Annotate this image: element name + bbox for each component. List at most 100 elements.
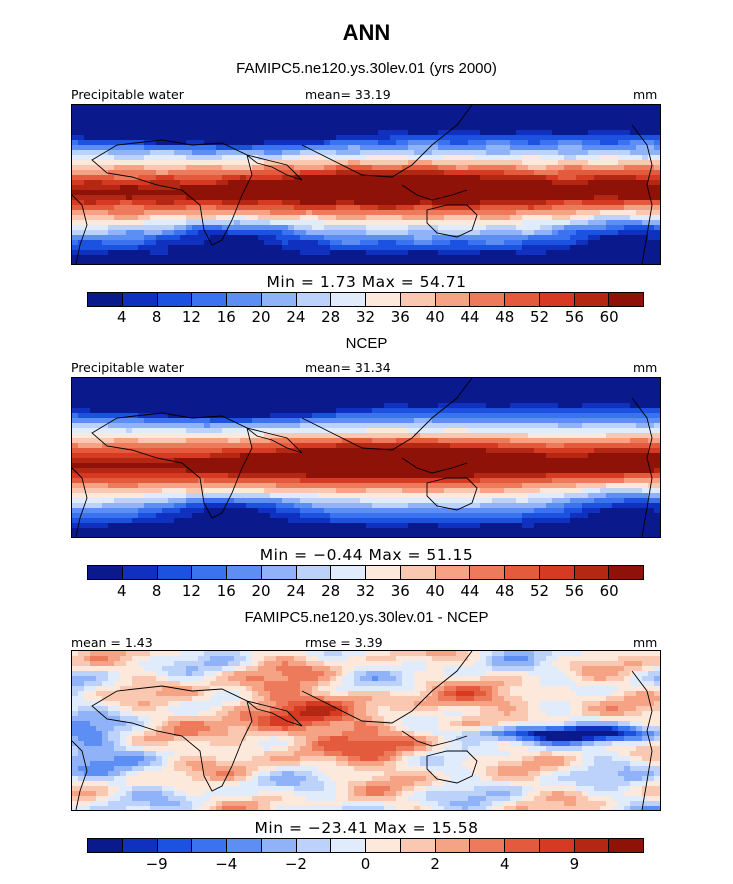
colorbar-tick-label: 32 [355, 582, 376, 600]
coastline [91, 412, 253, 519]
colorbar-swatch [574, 293, 610, 306]
colorbar-swatch [609, 566, 643, 579]
panel-3-map-field [72, 651, 660, 810]
coastline [246, 154, 303, 181]
colorbar-swatch [366, 293, 401, 306]
panel-1-subtitle: FAMIPC5.ne120.ys.30lev.01 (yrs 2000) [236, 60, 497, 77]
colorbar-swatch [296, 293, 332, 306]
coastline [246, 427, 303, 454]
colorbar-swatch [505, 566, 540, 579]
colorbar-swatch [505, 839, 540, 852]
coastline [91, 685, 253, 792]
colorbar-swatch [331, 293, 366, 306]
panel-1-minmax: Min = 1.73 Max = 54.71 [266, 273, 467, 291]
colorbar-tick-label: 4 [117, 582, 127, 600]
coastline [246, 700, 303, 727]
colorbar-swatch [296, 566, 332, 579]
colorbar-swatch [574, 566, 610, 579]
coastline [401, 730, 468, 747]
colorbar-swatch [400, 566, 436, 579]
colorbar-swatch [261, 566, 297, 579]
panel-2-units-label: mm [633, 360, 658, 375]
panel-2-map-field [72, 378, 660, 537]
colorbar-swatch [400, 839, 436, 852]
colorbar-swatch [366, 839, 401, 852]
colorbar-tick-label: 36 [390, 582, 410, 600]
colorbar-tick-label: 16 [216, 308, 236, 326]
panel-3-colorbar [87, 838, 644, 853]
colorbar-swatch [157, 566, 193, 579]
coastline [426, 750, 478, 784]
colorbar-tick-label: 56 [564, 582, 584, 600]
coastline [631, 670, 653, 810]
colorbar-swatch [574, 839, 610, 852]
coastline [401, 184, 468, 201]
colorbar-swatch [296, 839, 332, 852]
colorbar-swatch [227, 839, 262, 852]
panel-1-colorbar [87, 292, 644, 307]
coastline [426, 204, 478, 238]
panel-3-subtitle: FAMIPC5.ne120.ys.30lev.01 - NCEP [244, 609, 489, 626]
colorbar-swatch [122, 293, 158, 306]
panel-2-colorbar-ticks: 4 8 12 16 20 24 28 32 36 40 44 48 52 56 60 [87, 582, 644, 602]
panel-3-colorbar-ticks: −9 −4 −2 0 2 4 9 [87, 855, 644, 875]
colorbar-tick-label: 44 [460, 582, 480, 600]
coastline [401, 457, 468, 474]
colorbar-tick-label: 8 [151, 308, 162, 326]
colorbar-tick-label: 52 [530, 582, 550, 600]
colorbar-swatch [539, 566, 575, 579]
coastline [72, 194, 88, 264]
panel-2-minmax: Min = −0.44 Max = 51.15 [259, 546, 474, 564]
panel-1-mean-label: mean= 33.19 [305, 87, 391, 102]
colorbar-tick-label: 12 [181, 308, 201, 326]
colorbar-swatch [261, 839, 297, 852]
colorbar-swatch [435, 839, 471, 852]
coastline [426, 477, 478, 511]
colorbar-swatch [122, 566, 158, 579]
coastline [631, 124, 653, 264]
colorbar-swatch [331, 566, 366, 579]
colorbar-tick-label: 40 [425, 582, 445, 600]
colorbar-swatch [609, 839, 643, 852]
colorbar-tick-label: 16 [216, 582, 236, 600]
colorbar-tick-label: 9 [569, 855, 580, 873]
colorbar-tick-label: 36 [390, 308, 410, 326]
panel-1-units-label: mm [633, 87, 658, 102]
colorbar-tick-label: 60 [599, 582, 619, 600]
colorbar-tick-label: −2 [284, 855, 307, 873]
colorbar-tick-label: 40 [425, 308, 445, 326]
colorbar-tick-label: −9 [145, 855, 168, 873]
colorbar-tick-label: 52 [530, 308, 550, 326]
panel-3-map [71, 650, 661, 811]
panel-3-rmse-label: rmse = 3.39 [305, 635, 383, 650]
colorbar-swatch [192, 839, 227, 852]
coastline [631, 397, 653, 537]
colorbar-swatch [539, 839, 575, 852]
colorbar-tick-label: 4 [117, 308, 127, 326]
panel-3-units-label: mm [633, 635, 658, 650]
colorbar-swatch [261, 293, 297, 306]
colorbar-tick-label: 8 [151, 582, 162, 600]
colorbar-tick-label: −4 [215, 855, 238, 873]
colorbar-swatch [157, 293, 193, 306]
colorbar-tick-label: 24 [286, 582, 306, 600]
colorbar-tick-label: 4 [499, 855, 510, 873]
colorbar-swatch [366, 566, 401, 579]
colorbar-swatch [435, 293, 471, 306]
coastline [72, 740, 88, 810]
panel-1-colorbar-ticks: 4 8 12 16 20 24 28 32 36 40 44 48 52 56 60 [87, 308, 644, 328]
colorbar-tick-label: 44 [460, 308, 480, 326]
panel-2-subtitle: NCEP [345, 335, 388, 352]
panel-1-variable-label: Precipitable water [71, 87, 184, 102]
colorbar-swatch [470, 566, 505, 579]
panel-3-minmax: Min = −23.41 Max = 15.58 [254, 819, 479, 837]
panel-2-variable-label: Precipitable water [71, 360, 184, 375]
colorbar-tick-label: 56 [564, 308, 584, 326]
colorbar-tick-label: 0 [360, 855, 371, 873]
colorbar-tick-label: 48 [495, 582, 515, 600]
colorbar-swatch [539, 293, 575, 306]
panel-2-colorbar [87, 565, 644, 580]
colorbar-tick-label: 24 [286, 308, 306, 326]
colorbar-tick-label: 12 [181, 582, 201, 600]
colorbar-swatch [192, 293, 227, 306]
